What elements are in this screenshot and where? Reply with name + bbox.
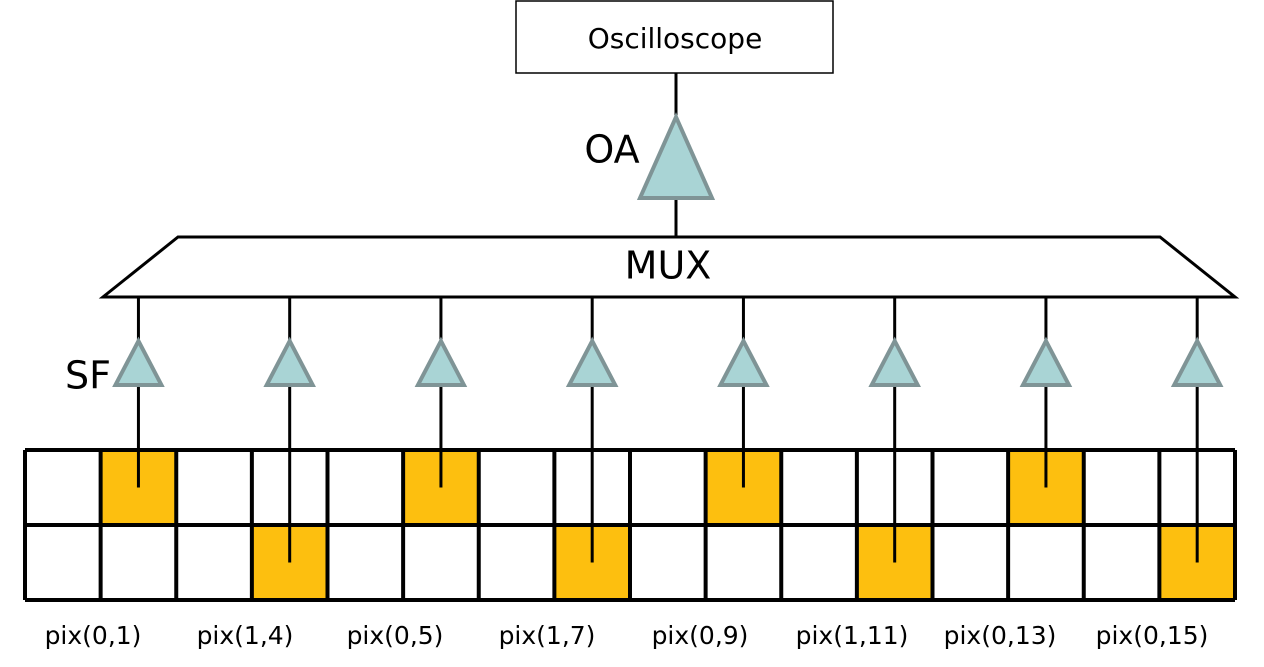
pixel-label: pix(1,4) xyxy=(197,621,294,650)
pixel-label: pix(0,15) xyxy=(1096,621,1209,650)
follower-label: SF xyxy=(65,354,111,398)
source-follower xyxy=(1023,341,1069,385)
pixel-label: pix(0,13) xyxy=(944,621,1057,650)
pixel-label: pix(1,11) xyxy=(796,621,909,650)
source-follower xyxy=(418,341,464,385)
source-follower xyxy=(115,341,161,385)
source-follower xyxy=(720,341,766,385)
pixel-label: pix(0,1) xyxy=(45,621,142,650)
mux-label: MUX xyxy=(625,244,712,288)
pixel-label: pix(0,5) xyxy=(347,621,444,650)
source-follower xyxy=(569,341,615,385)
pixel-label: pix(1,7) xyxy=(499,621,596,650)
source-follower xyxy=(267,341,313,385)
source-follower xyxy=(872,341,918,385)
grid xyxy=(25,450,1235,600)
diagram: Oscilloscope OA MUX SF pix(0,1) pix(1,4) p… xyxy=(0,0,1264,667)
source-follower xyxy=(1174,341,1220,385)
pixel-label: pix(0,9) xyxy=(652,621,749,650)
oscilloscope-label: Oscilloscope xyxy=(588,22,763,55)
op-amp-label: OA xyxy=(584,128,639,172)
op-amp xyxy=(640,117,712,198)
